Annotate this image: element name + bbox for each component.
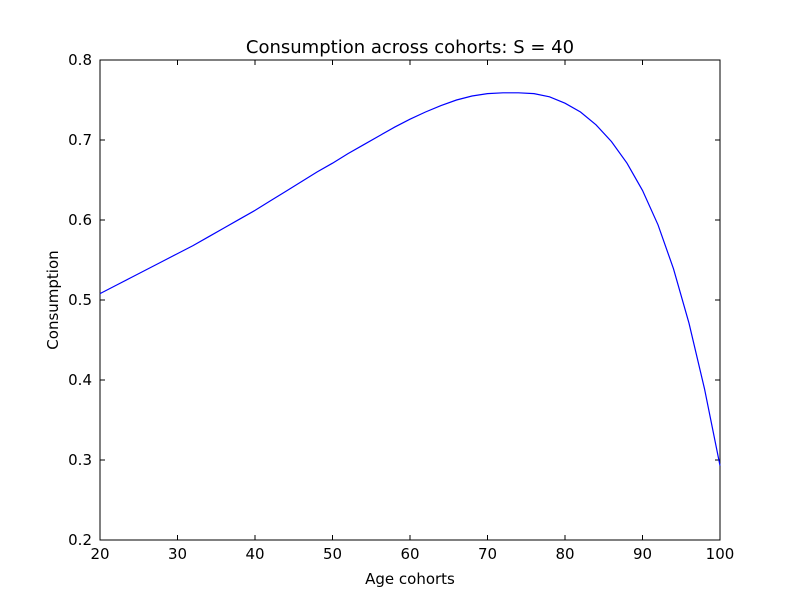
y-tick-label: 0.3 <box>68 451 92 469</box>
plot-frame <box>99 59 721 541</box>
y-tick-label: 0.2 <box>68 531 92 549</box>
x-tick-label: 40 <box>245 545 264 563</box>
plot-area: 20 30 40 50 60 70 80 90 100 0.2 0.3 0.4 0.5 0.6 0.7 0.8 <box>68 51 734 563</box>
x-tick-label: 80 <box>555 545 574 563</box>
x-tick-label: 50 <box>323 545 342 563</box>
y-tick-label: 0.6 <box>68 211 92 229</box>
y-tick-label: 0.8 <box>68 51 92 69</box>
x-tick-label: 20 <box>90 545 109 563</box>
y-tick-label: 0.7 <box>68 131 92 149</box>
chart-title: Consumption across cohorts: S = 40 <box>246 37 574 58</box>
y-tick-label: 0.4 <box>68 371 92 389</box>
x-tick-label: 70 <box>478 545 497 563</box>
x-axis-label: Age cohorts <box>365 570 455 588</box>
ticks: 20 30 40 50 60 70 80 90 100 0.2 0.3 0.4 0.5 0.6 0.7 0.8 <box>68 51 734 563</box>
x-tick-label: 60 <box>400 545 419 563</box>
x-tick-label: 100 <box>706 545 735 563</box>
series-line <box>99 92 721 466</box>
y-tick-label: 0.5 <box>68 291 92 309</box>
x-tick-label: 30 <box>168 545 187 563</box>
y-axis-label: Consumption <box>44 250 62 349</box>
x-tick-label: 90 <box>633 545 652 563</box>
